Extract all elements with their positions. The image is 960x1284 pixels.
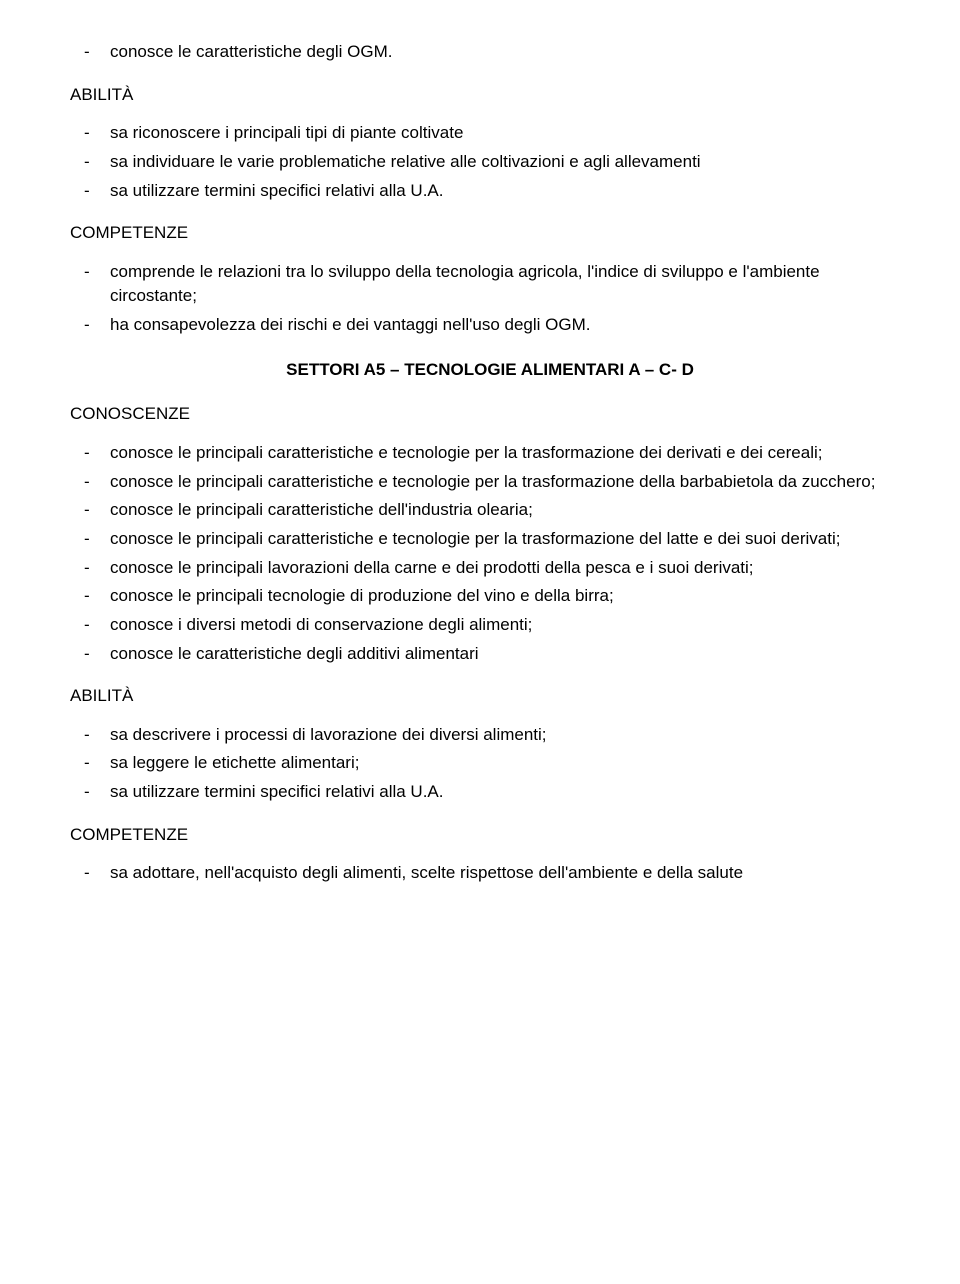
list-item: sa descrivere i processi di lavorazione … (70, 723, 910, 748)
competenze2-heading: COMPETENZE (70, 823, 910, 848)
list-item: conosce le principali caratteristiche e … (70, 470, 910, 495)
list-item: sa leggere le etichette alimentari; (70, 751, 910, 776)
competenze2-list: sa adottare, nell'acquisto degli aliment… (70, 861, 910, 886)
list-item: sa riconoscere i principali tipi di pian… (70, 121, 910, 146)
list-item: conosce le caratteristiche degli additiv… (70, 642, 910, 667)
competenze1-heading: COMPETENZE (70, 221, 910, 246)
list-item: sa utilizzare termini specifici relativi… (70, 780, 910, 805)
list-item: conosce le caratteristiche degli OGM. (70, 40, 910, 65)
abilita2-heading: ABILITÀ (70, 684, 910, 709)
list-item: conosce le principali caratteristiche de… (70, 498, 910, 523)
abilita2-list: sa descrivere i processi di lavorazione … (70, 723, 910, 805)
list-item: sa adottare, nell'acquisto degli aliment… (70, 861, 910, 886)
list-item: conosce i diversi metodi di conservazion… (70, 613, 910, 638)
list-item: sa individuare le varie problematiche re… (70, 150, 910, 175)
abilita1-heading: ABILITÀ (70, 83, 910, 108)
abilita1-list: sa riconoscere i principali tipi di pian… (70, 121, 910, 203)
list-item: conosce le principali caratteristiche e … (70, 527, 910, 552)
list-item: sa utilizzare termini specifici relativi… (70, 179, 910, 204)
settori-title: SETTORI A5 – TECNOLOGIE ALIMENTARI A – C… (70, 358, 910, 383)
list-item: ha consapevolezza dei rischi e dei vanta… (70, 313, 910, 338)
list-item: conosce le principali lavorazioni della … (70, 556, 910, 581)
list-item: conosce le principali caratteristiche e … (70, 441, 910, 466)
list-item: comprende le relazioni tra lo sviluppo d… (70, 260, 910, 309)
intro-list: conosce le caratteristiche degli OGM. (70, 40, 910, 65)
conoscenze-list: conosce le principali caratteristiche e … (70, 441, 910, 666)
list-item: conosce le principali tecnologie di prod… (70, 584, 910, 609)
conoscenze-heading: CONOSCENZE (70, 402, 910, 427)
competenze1-list: comprende le relazioni tra lo sviluppo d… (70, 260, 910, 338)
